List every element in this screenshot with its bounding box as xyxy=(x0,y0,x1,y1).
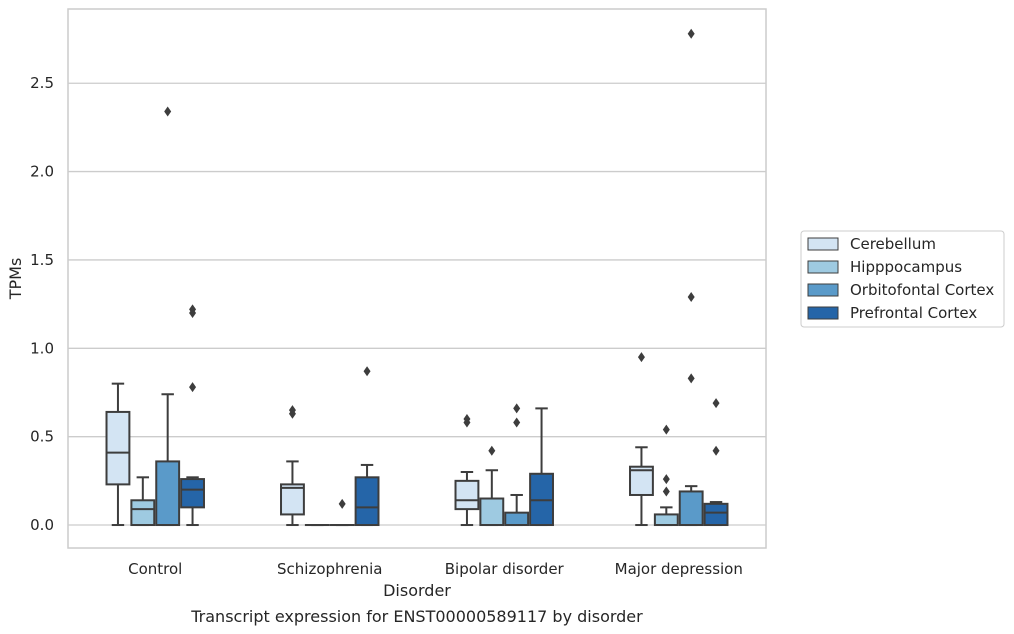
outlier-point xyxy=(288,405,296,416)
x-tick-label: Major depression xyxy=(615,560,743,578)
box-iqr xyxy=(354,476,380,527)
box-iqr xyxy=(629,465,654,496)
y-tick-label: 2.0 xyxy=(30,163,54,181)
outlier-point xyxy=(687,28,695,39)
box-prefrontal-cortex xyxy=(529,407,554,527)
outlier-point xyxy=(164,106,172,117)
box-iqr xyxy=(454,479,480,511)
outlier-point xyxy=(687,373,695,384)
x-tick-label: Bipolar disorder xyxy=(445,560,565,578)
outlier-point xyxy=(662,424,670,435)
box-iqr xyxy=(479,497,505,527)
legend-swatch xyxy=(807,306,839,320)
outlier-point xyxy=(712,398,720,409)
box-iqr xyxy=(703,502,729,527)
legend-label: Hipppocampus xyxy=(850,258,962,276)
box-hipppocampus xyxy=(653,424,679,527)
y-axis-label: TPMs xyxy=(6,258,25,301)
box-iqr xyxy=(105,410,131,486)
legend-swatch xyxy=(807,260,839,274)
y-tick-label: 0.5 xyxy=(30,428,54,446)
outlier-point xyxy=(488,445,496,456)
box-iqr xyxy=(653,513,679,527)
box-prefrontal-cortex xyxy=(180,304,205,527)
box-hipppocampus xyxy=(130,476,156,527)
outlier-point xyxy=(637,352,645,363)
legend: Cerebellum Hipppocampus Orbitofontal Corte… xyxy=(800,230,1005,328)
x-axis-ticks: Control Schizophrenia Bipolar disorder Majo… xyxy=(128,560,743,578)
outlier-point xyxy=(189,304,197,315)
box-iqr xyxy=(155,460,181,527)
box-series xyxy=(105,28,729,527)
x-tick-label: Control xyxy=(128,560,182,578)
y-axis-ticks: 0.0 0.5 1.0 1.5 2.0 2.5 xyxy=(30,74,54,534)
box-orbitofontal-cortex xyxy=(678,28,704,527)
x-tick-label: Schizophrenia xyxy=(277,560,382,578)
box-prefrontal-cortex xyxy=(703,398,729,527)
legend-label: Cerebellum xyxy=(850,235,936,253)
box-hipppocampus xyxy=(479,445,505,527)
box-cerebellum xyxy=(280,405,305,527)
box-orbitofontal-cortex xyxy=(329,498,355,527)
outlier-point xyxy=(712,445,720,456)
box-iqr xyxy=(678,490,704,527)
outlier-point xyxy=(338,498,346,509)
y-tick-label: 0.0 xyxy=(30,516,54,534)
y-tick-label: 2.5 xyxy=(30,74,54,92)
outlier-point xyxy=(662,486,670,497)
outlier-point xyxy=(687,292,695,303)
outlier-point xyxy=(513,403,521,414)
box-iqr xyxy=(280,483,305,516)
legend-label: Prefrontal Cortex xyxy=(850,304,977,322)
x-axis-label: Disorder xyxy=(383,581,451,600)
chart-caption: Transcript expression for ENST0000058911… xyxy=(190,607,643,626)
legend-frame xyxy=(800,230,1005,328)
y-tick-label: 1.5 xyxy=(30,251,54,269)
box-cerebellum xyxy=(454,413,480,527)
box-orbitofontal-cortex xyxy=(504,403,530,527)
outlier-point xyxy=(189,382,197,393)
plot-frame xyxy=(67,8,767,549)
legend-label: Orbitofontal Cortex xyxy=(850,281,994,299)
box-prefrontal-cortex xyxy=(354,366,380,527)
grid-lines xyxy=(68,82,766,526)
outlier-point xyxy=(363,366,371,377)
box-iqr xyxy=(180,478,205,509)
outlier-point xyxy=(513,417,521,428)
box-cerebellum xyxy=(629,352,654,527)
y-tick-label: 1.0 xyxy=(30,339,54,357)
box-orbitofontal-cortex xyxy=(155,106,181,527)
outlier-point xyxy=(463,413,471,424)
outlier-point xyxy=(662,474,670,485)
box-iqr xyxy=(130,499,156,527)
legend-swatch xyxy=(807,237,839,251)
legend-swatch xyxy=(807,283,839,297)
box-iqr xyxy=(504,511,530,527)
box-cerebellum xyxy=(105,382,131,527)
